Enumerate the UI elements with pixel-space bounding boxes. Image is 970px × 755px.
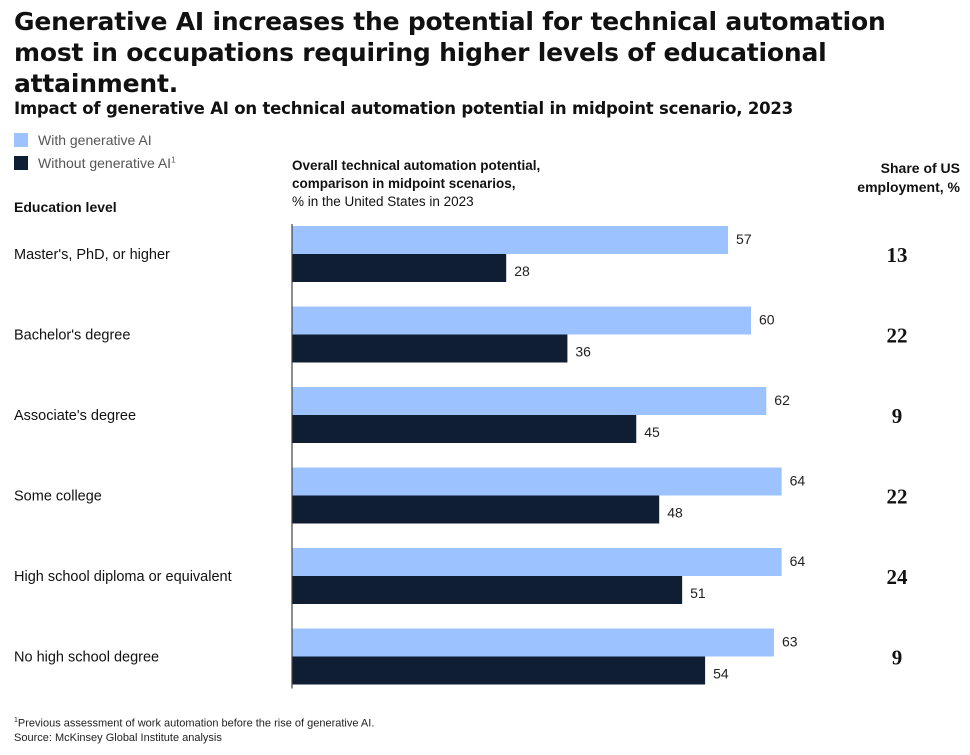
value-label-with: 63 xyxy=(782,634,798,650)
employment-share-value: 22 xyxy=(887,485,908,509)
employment-share-header: Share of US employment, % xyxy=(820,159,960,197)
bar-without-gen-ai xyxy=(292,656,706,685)
value-label-without: 51 xyxy=(690,585,706,601)
value-label-without: 36 xyxy=(575,344,591,360)
footnote-note-text: Previous assessment of work automation b… xyxy=(17,717,375,730)
bar-with-gen-ai xyxy=(292,628,774,657)
legend-swatch-without xyxy=(14,155,28,170)
employment-header-line1: Share of US xyxy=(880,160,960,176)
bar-with-gen-ai xyxy=(292,226,729,254)
category-label: Master's, PhD, or higher xyxy=(14,247,170,263)
legend-label-without-text: Without generative AI xyxy=(38,154,172,171)
footnote-note: 1Previous assessment of work automation … xyxy=(14,714,374,731)
employment-header-line2: employment, % xyxy=(857,179,960,195)
bar-with-gen-ai xyxy=(292,548,782,576)
category-label: Bachelor's degree xyxy=(14,328,130,344)
chart-subtitle: Impact of generative AI on technical aut… xyxy=(14,99,793,118)
legend-label-with: With generative AI xyxy=(38,131,152,148)
value-label-with: 57 xyxy=(736,231,752,247)
employment-share-value: 22 xyxy=(887,324,908,348)
employment-share-value: 9 xyxy=(892,646,903,670)
category-label: High school diploma or equivalent xyxy=(14,569,232,585)
legend-label-without: Without generative AI1 xyxy=(38,155,176,171)
value-label-without: 54 xyxy=(713,666,729,682)
value-label-with: 62 xyxy=(774,392,790,408)
category-label: Some college xyxy=(14,489,102,505)
value-label-with: 60 xyxy=(759,312,775,328)
automation-header-line1: Overall technical automation potential, xyxy=(292,158,541,173)
employment-share-value: 9 xyxy=(892,404,903,428)
bar-without-gen-ai xyxy=(292,495,660,524)
bar-with-gen-ai xyxy=(292,306,751,335)
value-label-with: 64 xyxy=(790,553,806,569)
legend-item-with: With generative AI xyxy=(14,128,176,151)
bar-without-gen-ai xyxy=(292,415,637,443)
bar-without-gen-ai xyxy=(292,254,507,282)
footnote-marker: 1 xyxy=(14,717,18,724)
category-label: No high school degree xyxy=(14,650,159,666)
category-label: Associate's degree xyxy=(14,408,136,424)
legend: With generative AI Without generative AI… xyxy=(14,128,176,174)
automation-potential-header: Overall technical automation potential, … xyxy=(292,157,612,211)
employment-share-value: 13 xyxy=(887,243,908,267)
automation-header-line3: % in the United States in 2023 xyxy=(292,194,474,209)
footnote: 1Previous assessment of work automation … xyxy=(14,714,374,745)
legend-item-without: Without generative AI1 xyxy=(14,151,176,174)
education-level-header: Education level xyxy=(14,199,117,215)
value-label-without: 28 xyxy=(514,263,530,279)
bar-without-gen-ai xyxy=(292,334,568,363)
value-label-with: 64 xyxy=(790,473,806,489)
value-label-without: 45 xyxy=(644,424,660,440)
automation-header-line2: comparison in midpoint scenarios, xyxy=(292,176,516,191)
employment-share-value: 24 xyxy=(887,565,909,589)
headline: Generative AI increases the potential fo… xyxy=(14,7,886,98)
legend-swatch-with xyxy=(14,132,28,147)
bar-with-gen-ai xyxy=(292,387,767,415)
value-label-without: 48 xyxy=(667,505,683,521)
bar-with-gen-ai xyxy=(292,467,782,496)
footnote-source: Source: McKinsey Global Institute analys… xyxy=(14,731,222,744)
bar-without-gen-ai xyxy=(292,576,683,604)
legend-footnote-marker: 1 xyxy=(171,154,176,164)
